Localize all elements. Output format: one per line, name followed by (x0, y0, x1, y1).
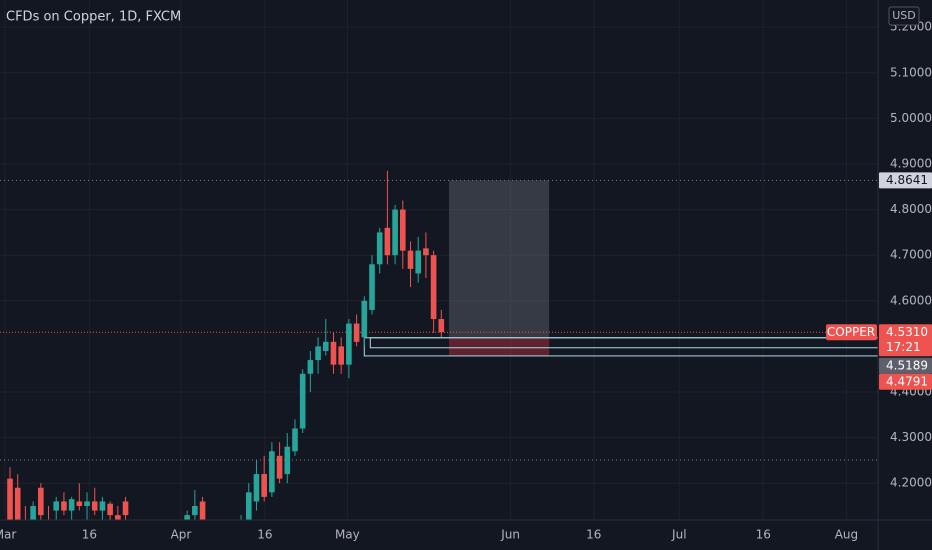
candle-body (122, 501, 129, 516)
symbol-label: COPPER (827, 325, 875, 339)
x-tick-label: 16 (756, 528, 771, 542)
candle-body (76, 501, 83, 507)
candle-body (407, 250, 414, 269)
x-tick-label: 16 (586, 528, 601, 542)
zone-bottom-label: 4.4791 (886, 374, 928, 388)
candle-body (346, 323, 352, 365)
candle-body (269, 451, 275, 493)
candle-body (330, 341, 337, 365)
candle-body (99, 501, 106, 511)
zone-top-label: 4.5189 (886, 358, 928, 372)
candle-body (192, 506, 198, 516)
candle-body (245, 492, 252, 520)
candle-body (199, 501, 206, 520)
candle-body (338, 346, 344, 365)
zone-top-label-box (879, 357, 932, 374)
last-price-label: 4.5310 (886, 325, 928, 339)
candle-body (315, 346, 321, 361)
candle-body (369, 264, 375, 310)
y-tick-label: 4.9000 (890, 156, 932, 170)
currency-badge[interactable] (888, 6, 920, 26)
currency-label: USD (892, 9, 916, 22)
candle-body (91, 501, 98, 511)
candle-body (438, 319, 445, 333)
y-tick-label: 5.0000 (890, 111, 932, 125)
candle-body (384, 227, 391, 256)
candle-body (423, 248, 429, 256)
candle-body (322, 341, 329, 351)
candle-body (38, 487, 44, 516)
candle-body (7, 478, 13, 520)
y-tick-label: 4.2000 (890, 476, 932, 490)
candle-body (361, 300, 368, 338)
x-tick-label: Jul (671, 528, 686, 542)
candle-body (53, 501, 60, 511)
y-tick-label: 5.1000 (890, 65, 932, 79)
candle-body (415, 250, 422, 274)
zone-inner (369, 337, 878, 349)
candle-body (30, 506, 36, 520)
candle-body (299, 373, 306, 429)
candle-body (353, 323, 360, 342)
candle-body (184, 515, 190, 520)
candle-body (307, 360, 314, 374)
chart-title: CFDs on Copper, 1D, FXCM (6, 10, 181, 25)
candle-body (376, 232, 383, 265)
x-tick-label: Apr (171, 528, 192, 542)
countdown-label: 17:21 (886, 340, 921, 354)
zone-bottom-label-box (879, 373, 932, 390)
position-loss (449, 337, 550, 356)
candle-body (430, 255, 437, 320)
x-tick-label: 16 (257, 528, 272, 542)
last-price-box (879, 324, 932, 357)
plot-area (0, 170, 878, 520)
candle-body (276, 455, 283, 479)
x-tick-label: 16 (82, 528, 97, 542)
symbol-box (826, 324, 877, 341)
candle-body (392, 209, 398, 256)
candle-body (107, 503, 113, 516)
candle-body (68, 499, 75, 511)
y-tick-label: 4.7000 (890, 248, 932, 262)
candle-body (84, 501, 90, 507)
target-label-box (879, 172, 932, 189)
target-label: 4.8641 (886, 173, 928, 187)
x-tick-label: Mar (0, 528, 16, 542)
candle-body (14, 487, 21, 520)
grid (0, 0, 878, 520)
candle-body (400, 209, 406, 251)
position-profit (449, 180, 550, 338)
candle-body (261, 474, 267, 497)
x-tick-label: Aug (835, 528, 858, 542)
candle-body (284, 446, 291, 475)
candle-body (253, 474, 260, 502)
candle-body (115, 515, 121, 520)
y-tick-label: 4.3000 (890, 430, 932, 444)
x-tick-label: May (335, 528, 360, 542)
candle-body (61, 501, 67, 511)
candle-body (292, 428, 298, 452)
y-tick-label: 4.6000 (890, 293, 932, 307)
y-tick-label: 4.8000 (890, 202, 932, 216)
x-tick-label: Jun (500, 528, 520, 542)
